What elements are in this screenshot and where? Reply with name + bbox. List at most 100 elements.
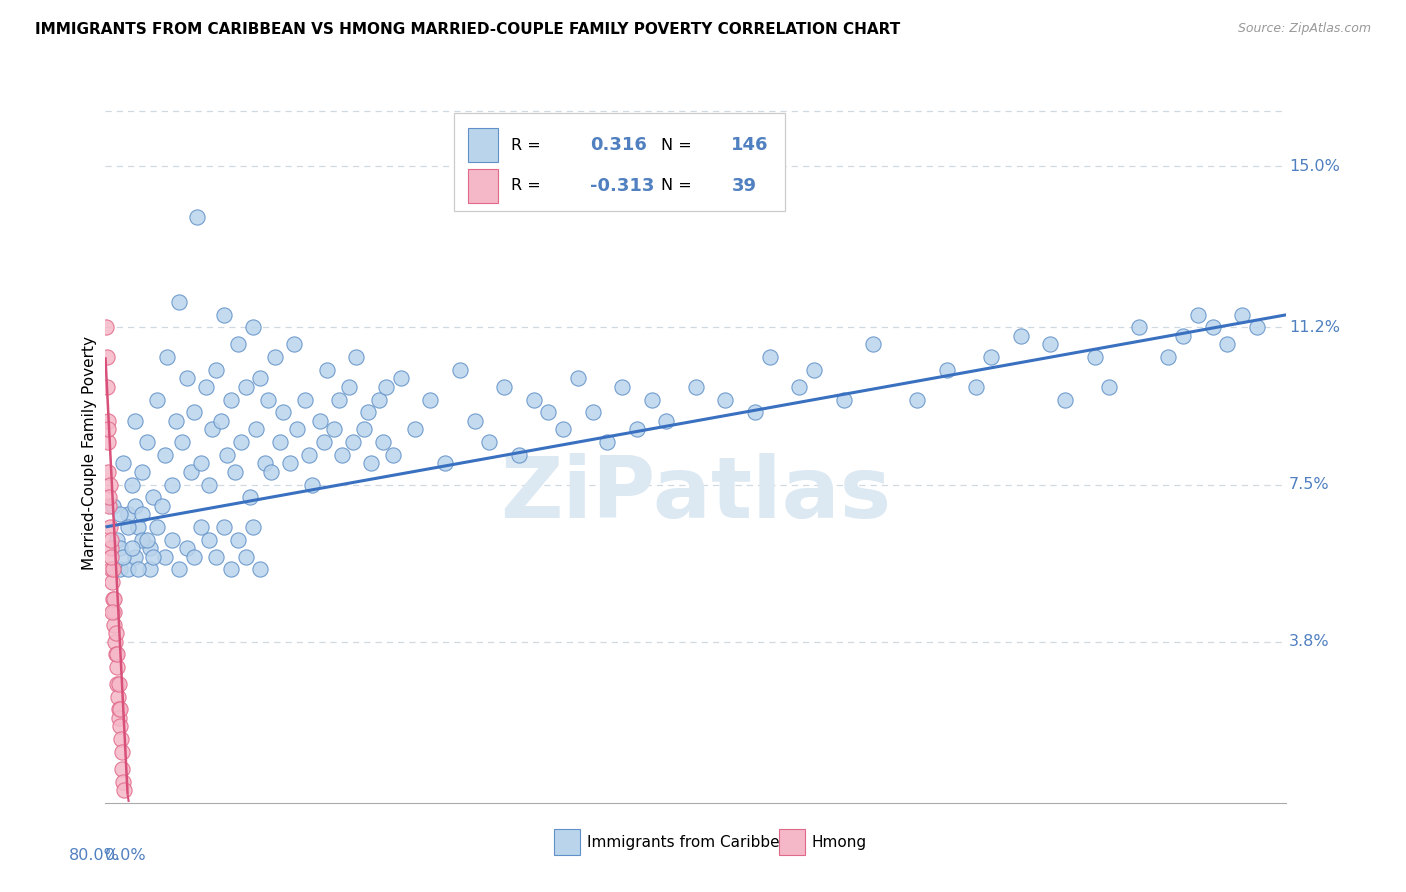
Point — [360, 456, 382, 470]
Text: Source: ZipAtlas.com: Source: ZipAtlas.com — [1237, 22, 1371, 36]
Point — [260, 465, 283, 479]
Point — [433, 456, 456, 470]
Point — [371, 435, 394, 450]
Text: IMMIGRANTS FROM CARIBBEAN VS HMONG MARRIED-COUPLE FAMILY POVERTY CORRELATION CHA: IMMIGRANTS FROM CARIBBEAN VS HMONG MARRI… — [35, 22, 900, 37]
Text: 0.0%: 0.0% — [105, 848, 146, 863]
Point — [242, 320, 264, 334]
Point — [135, 435, 157, 450]
Point — [965, 380, 987, 394]
Point — [101, 499, 124, 513]
Point — [1083, 350, 1105, 364]
Point — [105, 660, 128, 674]
Point — [357, 405, 380, 419]
Point — [287, 422, 309, 436]
Point — [107, 702, 129, 716]
Point — [294, 392, 316, 407]
Point — [862, 337, 884, 351]
Point — [382, 448, 405, 462]
Point — [228, 533, 250, 547]
FancyBboxPatch shape — [468, 128, 498, 162]
Point — [131, 465, 153, 479]
Point — [117, 562, 139, 576]
Point — [153, 549, 176, 564]
Point — [1232, 308, 1254, 322]
Point — [219, 392, 242, 407]
Point — [108, 711, 131, 725]
Point — [105, 647, 128, 661]
Point — [100, 562, 122, 576]
Point — [1010, 329, 1032, 343]
Point — [101, 592, 124, 607]
Point — [103, 617, 125, 632]
FancyBboxPatch shape — [779, 829, 804, 855]
Text: 11.2%: 11.2% — [1289, 320, 1340, 335]
Point — [197, 533, 219, 547]
Point — [301, 477, 323, 491]
Point — [936, 363, 959, 377]
Point — [212, 520, 235, 534]
Point — [253, 456, 276, 470]
Point — [1201, 320, 1223, 334]
Point — [249, 371, 271, 385]
Point — [127, 520, 149, 534]
Point — [759, 350, 782, 364]
Point — [142, 490, 165, 504]
Point — [110, 732, 132, 747]
Text: 0.316: 0.316 — [589, 136, 647, 154]
Point — [492, 380, 515, 394]
Point — [907, 392, 929, 407]
Point — [537, 405, 560, 419]
Text: N =: N = — [661, 137, 692, 153]
Point — [464, 414, 486, 428]
Point — [110, 562, 132, 576]
Point — [235, 380, 257, 394]
Point — [138, 541, 162, 556]
Text: -0.313: -0.313 — [589, 177, 654, 195]
Point — [1054, 392, 1077, 407]
Point — [567, 371, 589, 385]
Point — [389, 371, 412, 385]
Point — [239, 490, 262, 504]
Point — [190, 456, 212, 470]
Point — [612, 380, 634, 394]
Point — [1098, 380, 1121, 394]
FancyBboxPatch shape — [468, 169, 498, 202]
Point — [235, 549, 257, 564]
Point — [553, 422, 575, 436]
Point — [110, 702, 132, 716]
FancyBboxPatch shape — [554, 829, 581, 855]
Point — [121, 477, 143, 491]
Point — [98, 490, 121, 504]
Point — [330, 448, 353, 462]
Point — [205, 363, 228, 377]
Point — [803, 363, 825, 377]
Point — [98, 499, 121, 513]
Point — [112, 774, 135, 789]
Point — [121, 541, 143, 556]
Point — [135, 533, 157, 547]
Point — [312, 435, 335, 450]
Point — [832, 392, 855, 407]
Point — [787, 380, 810, 394]
Point — [98, 477, 121, 491]
Point — [228, 337, 250, 351]
Point — [117, 507, 139, 521]
Point — [337, 380, 360, 394]
Point — [523, 392, 546, 407]
Point — [308, 414, 330, 428]
Point — [201, 422, 224, 436]
Point — [97, 414, 120, 428]
Point — [209, 414, 232, 428]
Point — [112, 456, 135, 470]
Point — [101, 575, 124, 590]
Point — [110, 541, 132, 556]
Point — [110, 719, 132, 733]
Point — [124, 499, 146, 513]
Point — [219, 562, 242, 576]
Point — [1039, 337, 1062, 351]
Point — [212, 308, 235, 322]
Text: N =: N = — [661, 178, 692, 194]
Point — [405, 422, 427, 436]
Point — [346, 350, 368, 364]
Point — [283, 337, 305, 351]
